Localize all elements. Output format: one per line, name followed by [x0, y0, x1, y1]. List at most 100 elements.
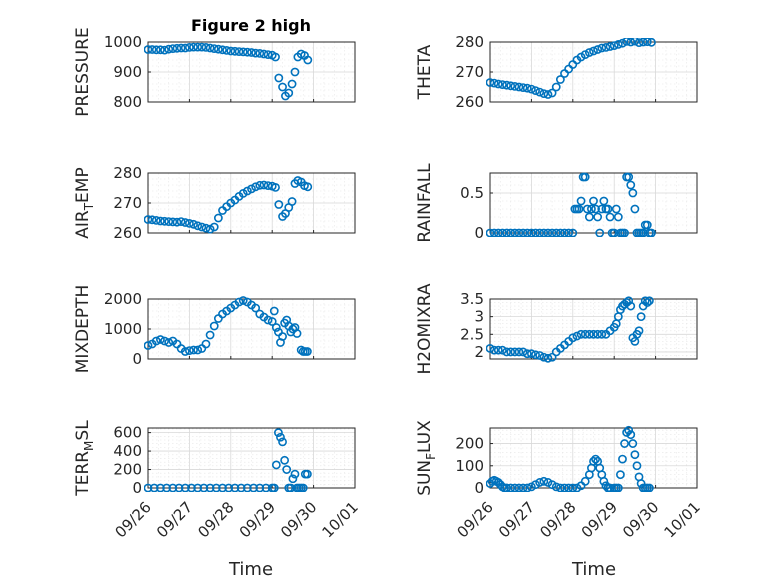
data-point: [551, 482, 561, 492]
data-point: [184, 218, 194, 228]
axes-theta: 260 270 280 THETA: [415, 33, 698, 111]
data-point: [168, 44, 178, 53]
x-tick-label: 09/29: [578, 498, 621, 541]
series-points: [144, 176, 313, 234]
data-point: [502, 80, 511, 90]
y-axis-label-subscript: F: [424, 453, 438, 460]
axes-box: [489, 172, 698, 234]
data-point: [486, 344, 495, 353]
x-tick-label: 09/27: [153, 498, 196, 541]
data-point: [626, 180, 636, 190]
data-point: [251, 48, 261, 58]
y-axis-label-subscript: T: [82, 202, 96, 211]
plot-area: [147, 427, 356, 489]
data-point: [189, 345, 198, 355]
x-tick-label: 10/01: [661, 498, 704, 541]
data-point: [205, 224, 215, 234]
y-tick-label: 3: [474, 308, 484, 326]
data-point: [276, 432, 285, 442]
data-point: [489, 228, 499, 237]
data-point: [547, 352, 557, 362]
data-point: [613, 40, 623, 49]
data-point: [599, 196, 609, 206]
x-tick-label: 10/01: [319, 498, 362, 541]
data-point: [640, 296, 650, 306]
data-point: [147, 45, 157, 54]
data-point: [287, 197, 297, 206]
data-point: [213, 44, 223, 54]
data-point: [506, 483, 516, 492]
data-point: [298, 483, 308, 492]
data-point: [618, 454, 627, 464]
data-point: [589, 46, 598, 56]
data-point: [184, 43, 194, 52]
data-point: [234, 297, 244, 307]
data-point: [242, 186, 252, 196]
data-point: [180, 218, 190, 227]
data-point: [502, 483, 511, 492]
data-point: [609, 41, 619, 50]
data-point: [288, 474, 298, 484]
axes-mixdepth: 0 1000 2000 MIXDEPTH: [73, 285, 356, 374]
x-axis-label-right: Time: [571, 559, 616, 580]
data-point: [547, 228, 557, 237]
data-point: [591, 204, 600, 214]
data-point: [626, 301, 636, 311]
data-point: [522, 483, 532, 492]
data-point: [168, 217, 178, 227]
data-point: [531, 350, 540, 360]
data-point: [236, 483, 246, 492]
data-point: [193, 221, 203, 231]
y-tick-label: 270: [455, 63, 484, 81]
y-tick-label: 2.5: [460, 325, 484, 343]
y-axis-label-rest: SL: [73, 420, 93, 441]
data-point: [613, 212, 623, 222]
y-axis-label-main: TERR: [73, 451, 93, 497]
data-point: [271, 52, 280, 62]
data-point: [535, 351, 545, 360]
data-point: [174, 483, 184, 492]
data-point: [618, 38, 627, 48]
data-point: [605, 483, 615, 492]
y-axis-label: THETA: [415, 44, 435, 100]
y-axis-label: MIXDEPTH: [73, 285, 93, 374]
y-axis-label-main: MIXDEPTH: [73, 285, 93, 374]
data-point: [224, 483, 234, 492]
series-points: [144, 428, 312, 492]
data-point: [597, 204, 607, 214]
data-point: [271, 182, 280, 192]
data-point: [164, 338, 174, 347]
data-point: [493, 79, 503, 89]
data-point: [630, 204, 640, 214]
data-point: [506, 347, 516, 357]
data-point: [184, 346, 194, 355]
data-point: [624, 425, 634, 435]
data-point: [156, 216, 165, 226]
y-tick-label: 200: [113, 461, 142, 479]
data-point: [560, 483, 569, 492]
data-point: [259, 180, 269, 190]
series-points: [486, 172, 656, 237]
data-point: [189, 219, 198, 229]
data-point: [642, 298, 652, 307]
data-point: [205, 43, 215, 53]
data-point: [255, 483, 265, 492]
data-point: [605, 42, 615, 51]
data-point: [628, 188, 638, 198]
data-point: [249, 483, 258, 492]
x-tick-label: 09/28: [194, 498, 237, 541]
data-point: [551, 82, 561, 92]
data-point: [568, 228, 578, 237]
data-point: [539, 228, 549, 237]
data-point: [278, 82, 287, 92]
data-point: [498, 228, 507, 237]
data-point: [230, 46, 240, 56]
data-point: [193, 42, 203, 52]
series-points: [144, 42, 313, 101]
y-tick-label: 200: [455, 435, 484, 453]
data-point: [632, 461, 642, 471]
axes-pressure: 800 900 1000 PRESSURE: [73, 27, 356, 117]
y-tick-label: 260: [455, 93, 484, 111]
y-axis-label-rest: LUX: [415, 420, 435, 453]
